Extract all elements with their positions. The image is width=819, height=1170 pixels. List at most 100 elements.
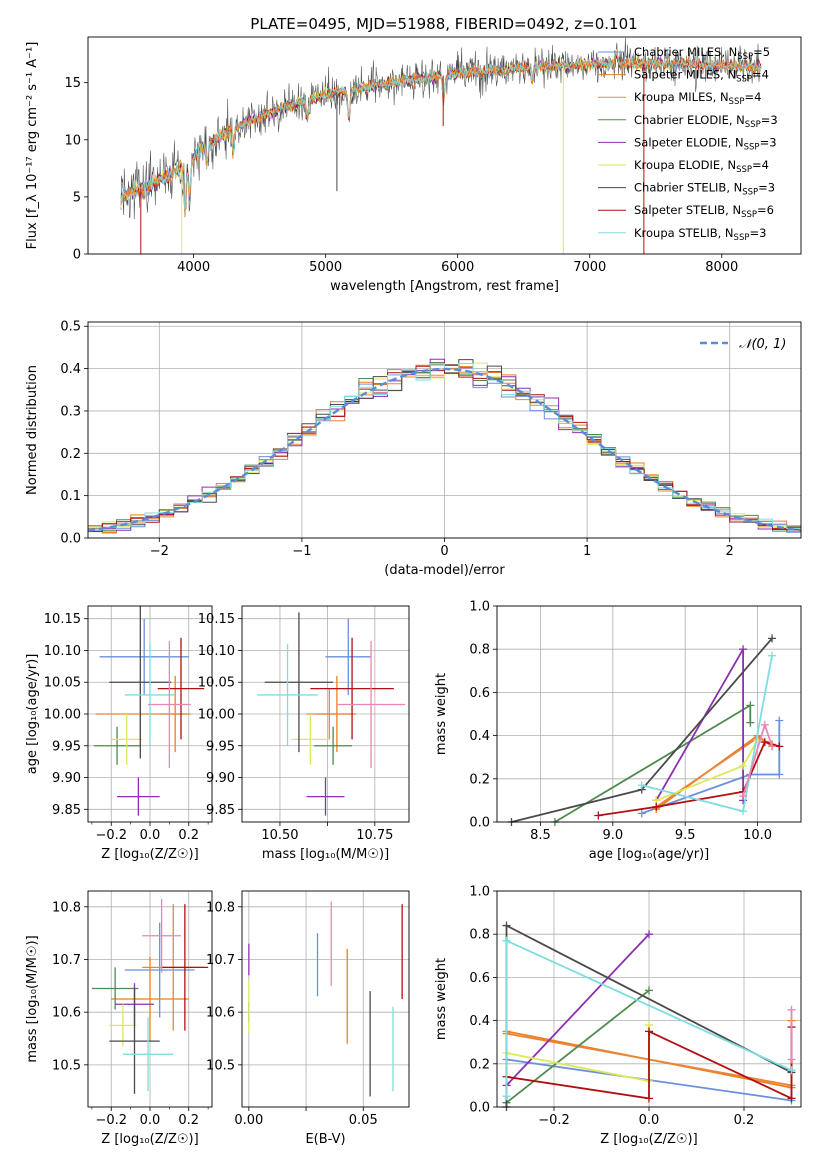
y-tick-label: 10.05 — [44, 676, 81, 691]
y-tick-label: 1.0 — [469, 600, 490, 615]
y-tick-label: 0.0 — [469, 816, 490, 831]
x-axis-label: mass [log₁₀(M/M☉)] — [262, 847, 389, 862]
x-tick-label: 0.00 — [234, 1113, 263, 1128]
weight-marker — [645, 930, 653, 939]
x-axis-label: age [log₁₀(age/yr)] — [589, 847, 710, 862]
x-tick-label: 8.5 — [530, 828, 551, 843]
x-tick-label: 9.0 — [602, 828, 623, 843]
weight-marker — [594, 811, 603, 820]
y-tick-label: 10 — [64, 133, 81, 148]
spectrum-line — [120, 53, 761, 206]
y-tick-label: 0.2 — [469, 772, 490, 787]
x-tick-label: 0 — [440, 544, 448, 559]
age-vs-mass-panel: 10.50 10.75 9.85 9.90 9.95 10.00 10.05 10.10 10.… — [198, 605, 410, 862]
weight-vs-metallicity-panel: −0.2 0.0 0.2 0.0 0.2 0.4 0.6 0.8 1.0 Z [log₁₀(Z/Z… — [434, 885, 802, 1147]
y-tick-label: 10.00 — [44, 708, 81, 723]
weight-marker — [502, 1092, 511, 1101]
plot-frame — [87, 890, 213, 1108]
y-axis-label: mass weight — [434, 958, 449, 1040]
weight-marker — [502, 921, 511, 930]
y-tick-label: 10.10 — [198, 644, 235, 659]
plot-frame — [87, 36, 802, 255]
y-tick-label: 10.7 — [52, 953, 81, 968]
legend-label: Chabrier MILES, NSSP=5 — [634, 45, 770, 62]
weight-marker — [760, 720, 769, 729]
y-axis-label: mass [log₁₀(M/M☉)] — [25, 935, 40, 1062]
weight-line — [506, 1024, 650, 1082]
weight-line — [641, 655, 773, 813]
y-tick-label: 10.7 — [206, 953, 235, 968]
x-tick-label: −0.2 — [95, 828, 127, 843]
weight-marker — [775, 716, 784, 725]
y-tick-label: 0.6 — [469, 971, 490, 986]
y-axis-label: mass weight — [434, 673, 449, 755]
legend-label: Salpeter MILES, NSSP=4 — [634, 68, 769, 85]
y-tick-label: 0.1 — [60, 489, 81, 504]
weight-marker — [645, 1094, 653, 1103]
x-tick-label: 10.0 — [743, 828, 772, 843]
x-axis-label: Z [log₁₀(Z/Z☉)] — [101, 847, 198, 862]
legend-label: 𝒩(0, 1) — [739, 337, 786, 352]
weight-marker — [787, 1005, 796, 1014]
legend-label: Chabrier ELODIE, NSSP=3 — [634, 113, 778, 130]
plot-frame — [496, 605, 802, 823]
x-tick-label: 10.75 — [356, 828, 393, 843]
mass-vs-ebv-panel: 0.00 0.05 10.5 10.6 10.7 10.8 E(B-V) — [206, 890, 410, 1147]
x-tick-label: 0.0 — [639, 1113, 660, 1128]
normal-curve — [87, 367, 802, 532]
y-tick-label: 10.6 — [206, 1006, 235, 1021]
y-tick-label: 10.6 — [52, 1006, 81, 1021]
y-tick-label: 0.6 — [469, 686, 490, 701]
weight-marker — [787, 1094, 796, 1103]
histogram-outline — [88, 363, 801, 530]
weight-marker — [768, 651, 777, 660]
y-tick-label: 5 — [73, 190, 81, 205]
y-tick-label: 0.3 — [60, 404, 81, 419]
y-axis-label: age [log₁₀(age/yr)] — [25, 654, 40, 775]
weight-marker — [502, 936, 511, 945]
y-tick-label: 9.90 — [52, 771, 81, 786]
weight-marker — [787, 1066, 796, 1075]
weight-marker — [739, 792, 748, 801]
y-tick-label: 10.5 — [52, 1058, 81, 1073]
x-axis-label: Z [log₁₀(Z/Z☉)] — [101, 1132, 198, 1147]
y-axis-label: Normed distribution — [25, 365, 40, 495]
histogram-outline — [88, 362, 801, 529]
y-tick-label: 0.0 — [60, 532, 81, 547]
y-tick-label: 10.8 — [206, 900, 235, 915]
weight-marker — [760, 738, 769, 747]
plot-frame — [241, 890, 410, 1108]
y-tick-label: 1.0 — [469, 885, 490, 900]
x-tick-label: 6000 — [441, 260, 474, 275]
weight-marker — [787, 1055, 796, 1064]
weight-line — [506, 1027, 793, 1100]
weight-line — [505, 989, 650, 1104]
x-tick-label: 0.0 — [140, 1113, 161, 1128]
x-tick-label: −2 — [150, 544, 169, 559]
age-vs-metallicity-panel: −0.2 0.0 0.2 9.85 9.90 9.95 10.00 10.05 10.10 10.… — [25, 605, 213, 862]
x-tick-label: −0.2 — [538, 1113, 570, 1128]
x-tick-label: 0.0 — [140, 828, 161, 843]
x-tick-label: 9.5 — [675, 828, 696, 843]
plot-frame — [87, 321, 802, 539]
legend-label: Salpeter ELODIE, NSSP=3 — [634, 135, 777, 152]
y-tick-label: 9.85 — [52, 803, 81, 818]
x-axis-label: Z [log₁₀(Z/Z☉)] — [600, 1132, 697, 1147]
y-tick-label: 9.90 — [206, 771, 235, 786]
x-tick-label: 0.2 — [178, 828, 199, 843]
residuals-panel: −2 −1 0 1 2 0.0 0.1 0.2 0.3 0.4 0.5 (data-model)/er… — [25, 320, 802, 578]
weight-marker — [637, 781, 646, 790]
y-tick-label: 9.95 — [52, 739, 81, 754]
weight-marker — [739, 761, 748, 770]
x-tick-label: 1 — [583, 544, 591, 559]
y-tick-label: 10.15 — [198, 612, 235, 627]
weight-marker — [652, 802, 661, 811]
x-tick-label: 7000 — [573, 260, 606, 275]
legend-label: Kroupa MILES, NSSP=4 — [634, 90, 761, 107]
y-tick-label: 10.5 — [206, 1058, 235, 1073]
y-tick-label: 0.4 — [469, 729, 490, 744]
y-tick-label: 0.2 — [60, 447, 81, 462]
y-tick-label: 0.4 — [60, 362, 81, 377]
legend-label: Kroupa ELODIE, NSSP=4 — [634, 158, 769, 175]
